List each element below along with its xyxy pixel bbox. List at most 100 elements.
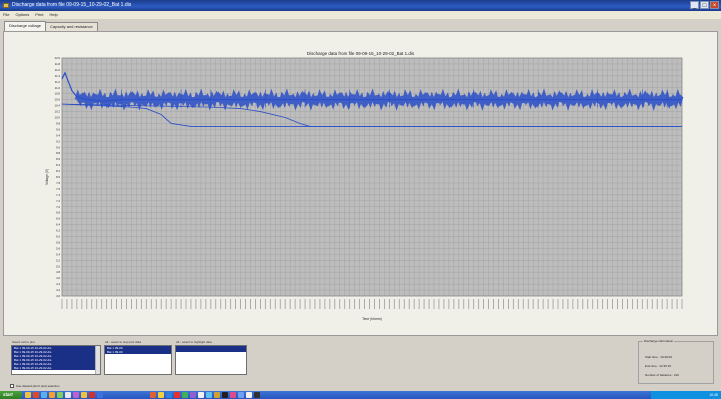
app-icon-red-3[interactable] — [174, 392, 180, 398]
media-icon[interactable] — [49, 392, 55, 398]
x-tick-label — [582, 299, 584, 309]
y-tick-label: 9.4 — [56, 133, 60, 137]
y-tick-label: 7.0 — [56, 205, 60, 209]
x-tick-label — [547, 299, 549, 309]
x-tick-label — [175, 299, 177, 309]
x-tick-label — [260, 299, 261, 309]
x-tick-label — [121, 299, 122, 309]
app-icon-green-2[interactable] — [182, 392, 188, 398]
x-tick-label — [225, 299, 227, 309]
app-icon-blue-2[interactable] — [166, 392, 172, 398]
x-tick-label — [493, 299, 494, 309]
list-item[interactable]: Bat 1 09-09-15 10-29-02.dis — [12, 358, 100, 362]
app-icon-purple[interactable] — [73, 392, 79, 398]
y-tick-label: 10.4 — [55, 104, 61, 108]
y-tick-label: 6.6 — [56, 217, 60, 221]
y-tick-label: 5.8 — [56, 240, 60, 244]
x-tick-label — [150, 299, 152, 309]
y-tick-label: 11.8 — [55, 62, 61, 66]
discard-checkbox-row[interactable]: Use discard (don't plot) selection — [10, 384, 59, 388]
menu-file[interactable]: File — [3, 12, 10, 17]
x-tick-label — [393, 299, 395, 309]
x-tick-label — [572, 299, 574, 309]
x-tick-label — [622, 299, 623, 309]
y-axis-label: Voltage (V) — [45, 169, 49, 185]
x-tick-label — [61, 299, 63, 309]
list-item[interactable]: Bat 1 09-09-15 10-29-02.dis — [12, 362, 100, 366]
list-item[interactable]: Bat 1 09-09-15 10-29-02.dis — [12, 350, 100, 354]
x-tick-label — [676, 299, 678, 309]
x-tick-label — [354, 299, 356, 309]
x-tick-label — [220, 299, 222, 309]
x-tick-label — [617, 299, 618, 309]
x-tick-label — [284, 299, 286, 309]
menu-help[interactable]: Help — [49, 12, 58, 17]
app-icon-red-2[interactable] — [89, 392, 95, 398]
app-icon-white-2[interactable] — [246, 392, 252, 398]
x-tick-label — [592, 299, 594, 309]
folder-icon[interactable] — [25, 392, 31, 398]
x-tick-label — [245, 299, 246, 309]
x-tick-label — [210, 299, 212, 309]
x-tick-label — [388, 299, 390, 309]
app-icon-cyan[interactable] — [206, 392, 212, 398]
list-item[interactable]: Bat 1 09-09-15 10-29-02.dis — [12, 366, 100, 370]
x-tick-label — [398, 299, 400, 309]
minimize-button[interactable]: _ — [690, 1, 699, 9]
x-tick-label — [359, 299, 360, 309]
highlight-list[interactable] — [175, 345, 247, 375]
app-icon-black[interactable] — [222, 392, 228, 398]
close-button[interactable]: × — [710, 1, 719, 9]
x-tick-label — [215, 299, 217, 309]
x-tick-label — [428, 299, 430, 309]
explorer-icon[interactable] — [81, 392, 87, 398]
y-tick-label: 7.8 — [56, 181, 60, 185]
app-icon-dark[interactable] — [254, 392, 260, 398]
y-tick-label: 7.4 — [56, 193, 60, 197]
app-icon-yellow[interactable] — [158, 392, 164, 398]
x-tick-label — [627, 299, 628, 309]
list-scrollbar[interactable] — [95, 346, 100, 374]
y-tick-label: 9.8 — [56, 121, 60, 125]
series-band — [74, 88, 684, 111]
menu-print[interactable]: Print — [35, 12, 44, 17]
app-icon-blue[interactable] — [97, 392, 103, 398]
x-tick-label — [111, 299, 112, 309]
x-tick-label — [498, 299, 499, 309]
stop-plot-list[interactable]: Bat 1 09-09 Bat 1 09-09 — [104, 345, 172, 375]
app-icon-red[interactable] — [33, 392, 39, 398]
y-tick-label: 11.0 — [55, 86, 61, 90]
app-icon-lightblue[interactable] — [238, 392, 244, 398]
list-item[interactable]: Bat 1 09-09 — [105, 346, 171, 350]
app-icon-pink[interactable] — [230, 392, 236, 398]
app-icon-white[interactable] — [198, 392, 204, 398]
app-icon-orange[interactable] — [150, 392, 156, 398]
tab-discharge-voltage[interactable]: Discharge voltage — [4, 21, 47, 31]
cell-select-list[interactable]: Bat 1 09-09-15 10-29-02.dis Bat 1 09-09-1… — [11, 345, 101, 375]
maximize-button[interactable]: □ — [700, 1, 709, 9]
x-tick-label — [612, 299, 613, 309]
y-tick-label: 10.0 — [55, 116, 61, 120]
window-controls: _ □ × — [690, 1, 719, 9]
list3-label: All - select to highlight data — [176, 340, 212, 344]
app-icon-violet[interactable] — [190, 392, 196, 398]
browser-icon[interactable] — [41, 392, 47, 398]
quicklaunch — [25, 392, 103, 398]
start-button[interactable]: start — [0, 391, 22, 399]
app-icon-gold[interactable] — [214, 392, 220, 398]
y-tick-label: 8.4 — [56, 163, 60, 167]
x-tick-label — [374, 299, 375, 309]
x-tick-label — [294, 299, 296, 309]
discard-checkbox[interactable] — [10, 384, 14, 388]
x-tick-label — [418, 299, 420, 309]
document-icon[interactable] — [65, 392, 71, 398]
x-tick-label — [329, 299, 331, 309]
list-item[interactable]: Bat 1 09-09 — [105, 350, 171, 354]
list-item[interactable]: Bat 1 09-09-15 10-29-02.dis — [12, 354, 100, 358]
system-tray: 10:45 — [651, 391, 721, 399]
y-tick-label: 7.2 — [56, 199, 60, 203]
list-item[interactable]: Bat 1 09-09-15 10-29-02.dis — [12, 346, 100, 350]
menu-options[interactable]: Options — [15, 12, 30, 17]
app-icon-green[interactable] — [57, 392, 63, 398]
